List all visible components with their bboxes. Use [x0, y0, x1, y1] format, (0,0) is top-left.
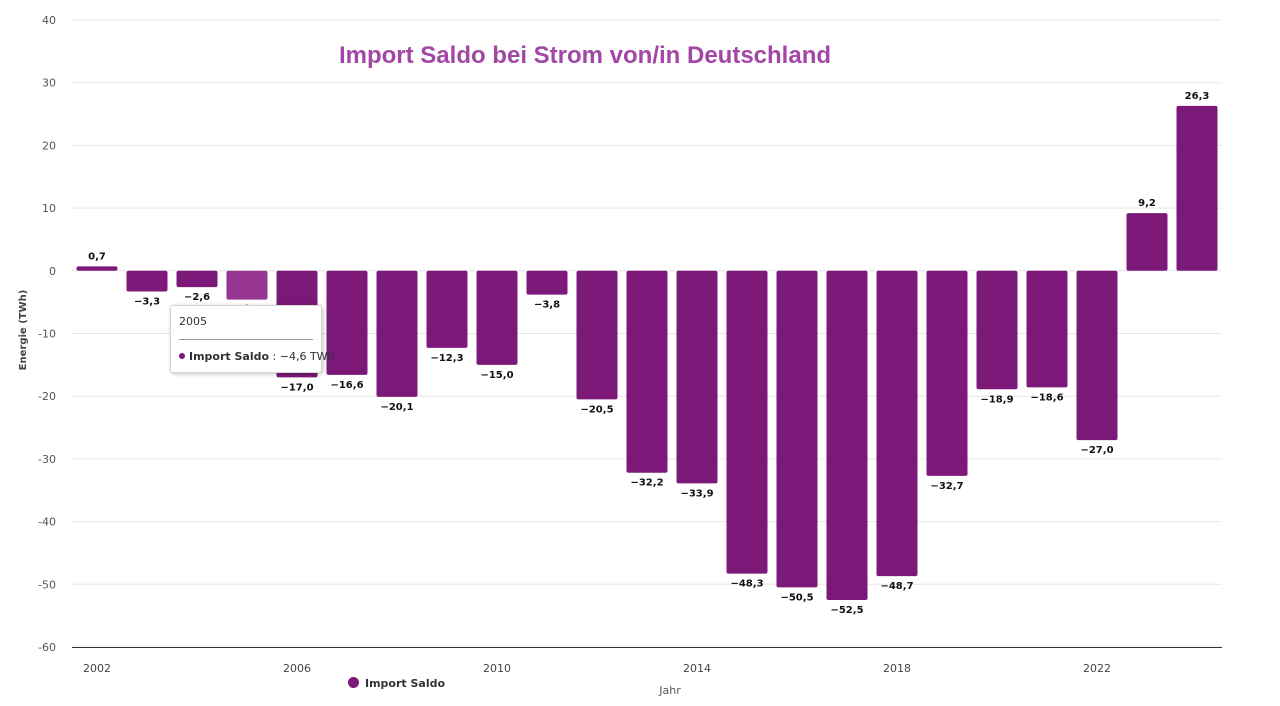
- y-tick-label: 10: [42, 202, 56, 215]
- tooltip-row: Import Saldo : −4,6 TWh: [179, 350, 335, 363]
- bar-2017: [826, 270, 868, 600]
- bar-2012: [576, 270, 618, 400]
- data-labels: 0,7 −3,3 −2,6 −17,0 −16,6 −20,1 −12,3 −15,0 −3,8…: [88, 91, 1209, 616]
- tooltip-series-name: Import Saldo: [189, 350, 270, 363]
- y-tick-label: -60: [38, 641, 56, 654]
- bar-2018: [876, 270, 918, 577]
- x-axis-title: Jahr: [659, 684, 681, 697]
- y-tick-label: -50: [38, 578, 56, 591]
- data-label-2002: 0,7: [88, 251, 106, 262]
- y-tick-label: 40: [42, 14, 56, 27]
- data-label-2008: −20,1: [380, 402, 413, 413]
- data-label-2015: −48,3: [730, 579, 763, 590]
- bar-2011: [526, 270, 568, 295]
- data-label-2007: −16,6: [330, 380, 363, 391]
- x-axis: 2002 2006 2010 2014 2018 2022: [72, 647, 1222, 675]
- y-tick-label: -30: [38, 453, 56, 466]
- data-label-2017: −52,5: [830, 605, 863, 616]
- bar-2024: [1176, 105, 1218, 271]
- x-tick-label: 2006: [283, 662, 311, 675]
- data-label-2019: −32,7: [930, 481, 963, 492]
- data-label-2009: −12,3: [430, 353, 463, 364]
- bar-2021: [1026, 270, 1068, 388]
- data-label-2010: −15,0: [480, 370, 513, 381]
- bar-2016: [776, 270, 818, 588]
- data-label-2018: −48,7: [880, 581, 913, 592]
- tooltip-header: 2005: [179, 315, 207, 328]
- data-label-2012: −20,5: [580, 404, 613, 415]
- bar-2003: [126, 270, 168, 292]
- data-label-2014: −33,9: [680, 488, 713, 499]
- bar-2010: [476, 270, 518, 365]
- tooltip: 2005 Import Saldo : −4,6 TWh: [170, 305, 335, 373]
- legend-item-import-saldo[interactable]: Import Saldo: [348, 677, 445, 690]
- tooltip-value: : −4,6 TWh: [272, 350, 335, 363]
- bar-2008: [376, 270, 418, 397]
- chart-title: Import Saldo bei Strom von/in Deutschlan…: [338, 42, 832, 69]
- data-label-2004: −2,6: [184, 292, 210, 303]
- bar-2020: [976, 270, 1018, 390]
- data-label-2006: −17,0: [280, 382, 313, 393]
- data-label-2013: −32,2: [630, 478, 663, 489]
- bar-2002: [76, 266, 118, 271]
- y-tick-label: -10: [38, 328, 56, 341]
- legend-label: Import Saldo: [365, 677, 446, 690]
- legend-marker: [348, 677, 359, 688]
- x-tick-label: 2002: [83, 662, 111, 675]
- x-tick-label: 2010: [483, 662, 511, 675]
- y-tick-label: 0: [49, 265, 56, 278]
- y-axis-title: Energie (TWh): [18, 289, 29, 371]
- data-label-2011: −3,8: [534, 300, 560, 311]
- data-label-2021: −18,6: [1030, 392, 1063, 403]
- y-axis: 40 30 20 10 0 -10 -20 -30 -40 -50 -60: [38, 14, 56, 654]
- data-label-2016: −50,5: [780, 592, 813, 603]
- bar-2015: [726, 270, 768, 574]
- y-tick-label: -40: [38, 516, 56, 529]
- bar-2022: [1076, 270, 1118, 441]
- tooltip-divider: [179, 339, 313, 340]
- bar-2005: [226, 270, 268, 300]
- bar-2013: [626, 270, 668, 473]
- y-tick-label: -20: [38, 390, 56, 403]
- bar-2007: [326, 270, 368, 375]
- data-label-2024: 26,3: [1185, 91, 1210, 102]
- bar-2019: [926, 270, 968, 476]
- bar-2009: [426, 270, 468, 348]
- x-tick-label: 2018: [883, 662, 911, 675]
- x-tick-label: 2022: [1083, 662, 1111, 675]
- y-tick-label: 30: [42, 77, 56, 90]
- y-tick-label: 20: [42, 139, 56, 152]
- x-tick-label: 2014: [683, 662, 711, 675]
- tooltip-series-marker: [179, 353, 185, 359]
- data-label-2003: −3,3: [134, 296, 160, 307]
- bar-2014: [676, 270, 718, 484]
- bar-2004: [176, 270, 218, 288]
- data-label-2020: −18,9: [980, 394, 1013, 405]
- data-label-2022: −27,0: [1080, 445, 1113, 456]
- bar-2023: [1126, 213, 1168, 271]
- bars: [76, 105, 1218, 600]
- data-label-2023: 9,2: [1138, 198, 1156, 209]
